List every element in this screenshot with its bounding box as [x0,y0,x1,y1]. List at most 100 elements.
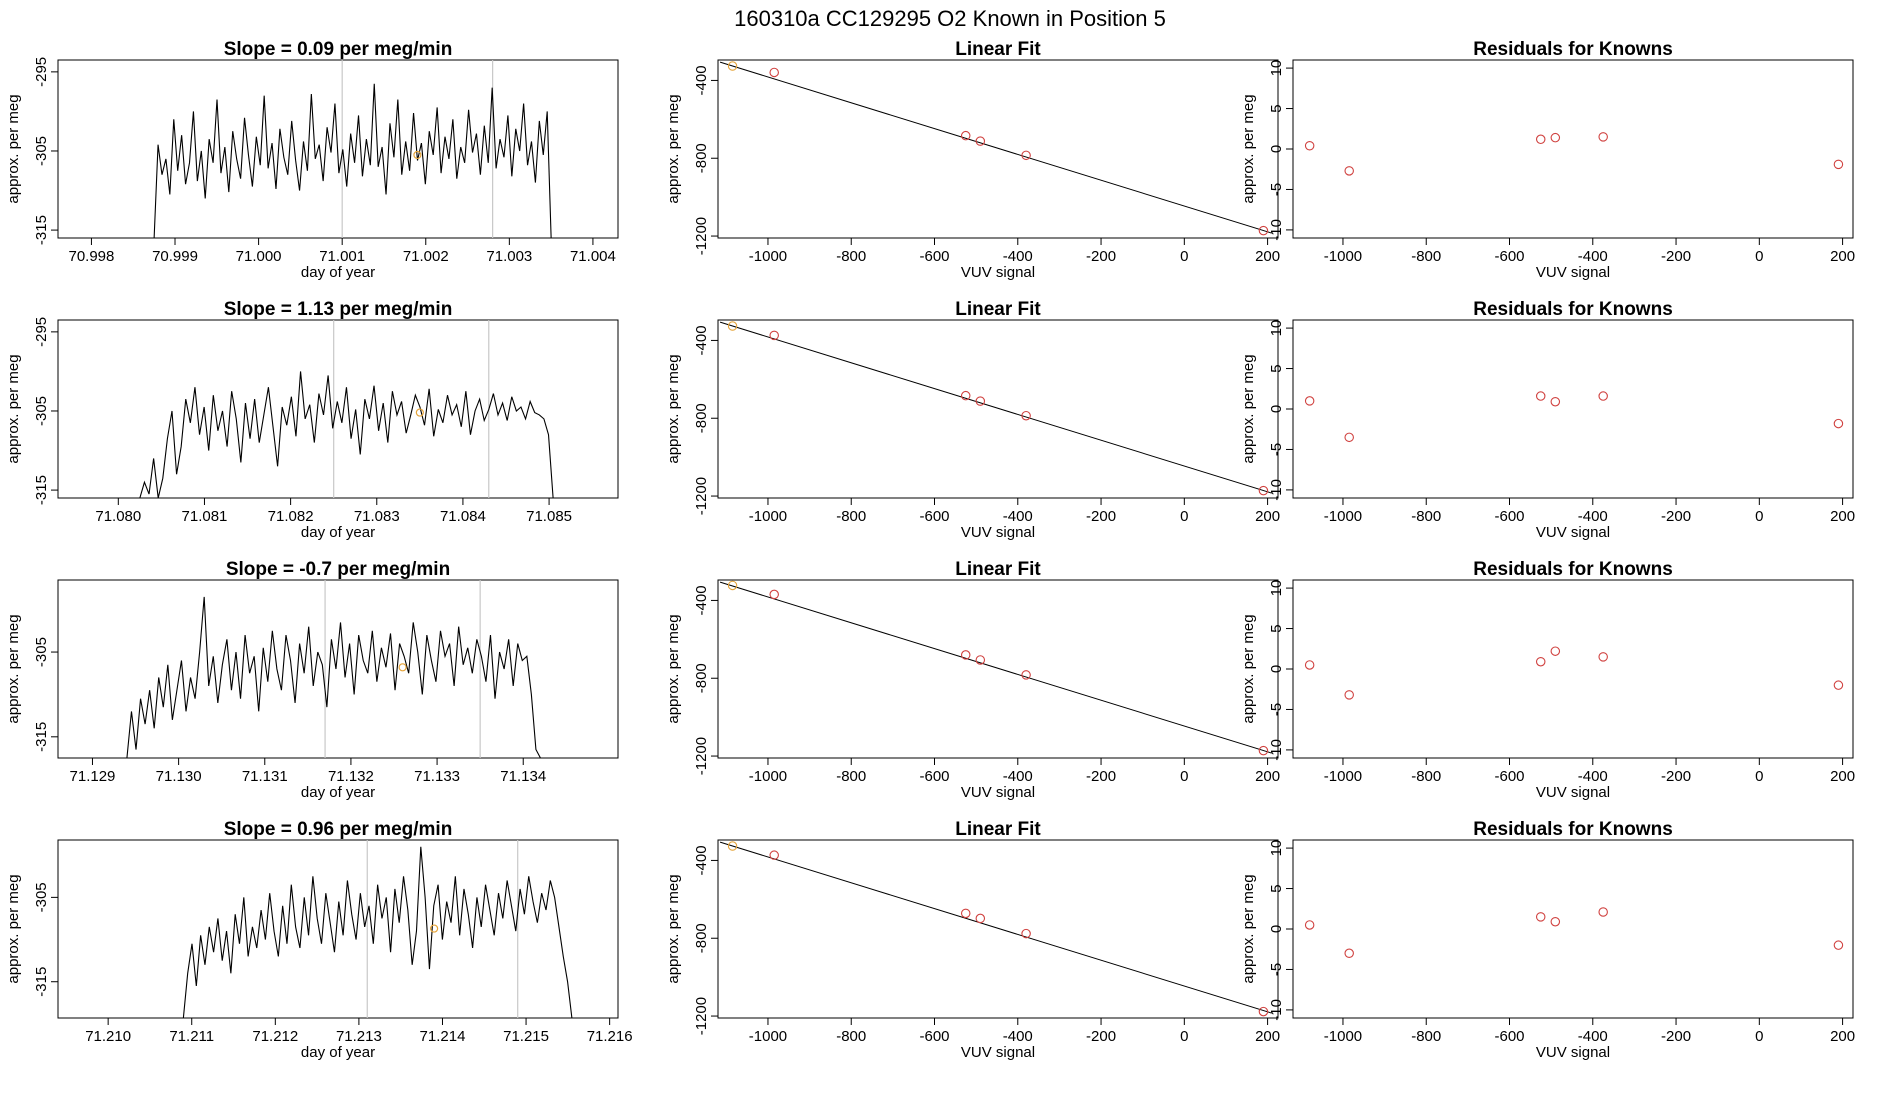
timeseries-1-x-tick-label: 70.998 [68,248,114,265]
residual-point [1304,920,1315,930]
residuals-2-y-tick-label: 0 [1268,405,1285,413]
residuals-4-x-axis-label: VUV signal [1536,1044,1610,1061]
fit-point [975,913,986,924]
fit-point [1021,928,1031,939]
timeseries-3-x-tick-label: 71.131 [242,768,288,785]
highlight-point [413,150,422,160]
linear-fit-1-y-tick-label: -1200 [693,217,710,255]
timeseries-3-y-axis-label: approx. per meg [5,614,22,723]
fit-point [1258,745,1269,756]
residuals-4-x-tick-label: -200 [1661,1028,1691,1045]
timeseries-2-x-tick-label: 71.081 [182,508,228,525]
linear-fit-1-panel: Linear Fit -1000 -800 -600 -400 -200 0 200 -1200… [665,39,1280,281]
linear-fit-4-y-axis-label: approx. per meg [665,874,682,983]
timeseries-4-y-axis-label: approx. per meg [5,874,22,983]
residuals-4-y-tick-label: 0 [1268,925,1285,933]
timeseries-3-plot-frame [57,579,619,759]
linear-fit-1-x-tick-label: 0 [1180,248,1188,265]
fit-point [975,396,986,406]
linear-fit-2-y-tick-label: -800 [693,403,710,433]
residuals-2-title: Residuals for Knowns [1473,299,1673,320]
fit-point [769,850,779,860]
residuals-1-x-tick-label: -800 [1411,248,1441,265]
linear-fit-3-x-tick-label: -200 [1086,768,1116,785]
residual-point [1550,132,1561,143]
timeseries-1-plot-frame [57,59,619,239]
residuals-1-x-axis-label: VUV signal [1536,264,1610,281]
residuals-1-y-tick-label: 0 [1268,145,1285,153]
timeseries-3-x-tick-label: 71.130 [156,768,202,785]
fit-point [960,908,971,919]
residuals-4-y-tick-label: 10 [1268,840,1285,857]
linear-fit-3-panel: Linear Fit -1000 -800 -600 -400 -200 0 200 -1200… [665,559,1280,801]
residual-point [1598,132,1608,142]
linear-fit-1-x-tick-label: -1000 [749,248,787,265]
linear-fit-3-x-tick-label: -400 [1003,768,1033,785]
residuals-2-panel: Residuals for Knowns-1000 -800 -600 -400 -20… [1240,299,1855,541]
timeseries-3-panel: Slope = -0.7 per meg/min 71.129 71.130 71.1… [5,559,619,801]
timeseries-2-plot-frame [57,319,619,499]
residuals-3-x-tick-label: -400 [1578,768,1608,785]
residuals-2-y-tick-label: -10 [1268,479,1285,501]
figure-title: 160310a CC129295 O2 Known in Position 5 [734,6,1166,31]
fit-point [769,67,779,78]
timeseries-1-x-axis-label: day of year [301,264,375,281]
timeseries-1-x-tick-label: 71.001 [319,248,365,265]
residuals-2-x-tick-label: 200 [1830,508,1855,525]
timeseries-4-x-tick-label: 71.214 [420,1028,466,1045]
timeseries-1-x-tick-label: 71.003 [486,248,532,265]
residual-point [1535,391,1546,401]
fit-point [1258,225,1269,236]
timeseries-2-x-tick-label: 71.083 [354,508,400,525]
timeseries-4-title: Slope = 0.96 per meg/min [224,819,453,840]
timeseries-4-y-tick-label: -315 [33,967,50,997]
fit-point [1021,410,1031,421]
fit-line [719,841,1272,1014]
fit-point [769,330,779,341]
linear-fit-1-y-axis-label: approx. per meg [665,94,682,203]
fit-point [727,841,738,851]
linear-fit-4-x-axis-label: VUV signal [961,1044,1035,1061]
residuals-4-panel: Residuals for Knowns-1000 -800 -600 -400 -20… [1240,819,1855,1061]
residual-point [1598,391,1608,401]
linear-fit-3-x-tick-label: -1000 [749,768,787,785]
residuals-1-y-tick-label: 5 [1268,104,1285,112]
linear-fit-4-x-tick-label: -200 [1086,1028,1116,1045]
residual-point [1344,690,1354,700]
linear-fit-4-y-tick-label: -400 [693,845,710,875]
fit-point [960,650,971,660]
timeseries-1-y-tick-label: -315 [33,215,50,245]
residuals-2-y-tick-label: 10 [1268,320,1285,337]
panels-grid: Slope = 0.09 per meg/min 70.998 70.999 71.0… [5,39,1855,1061]
linear-fit-4-x-tick-label: 200 [1255,1028,1280,1045]
linear-fit-2-panel: Linear Fit -1000 -800 -600 -400 -200 0 200 -1200… [665,299,1280,541]
residual-point [1550,396,1561,407]
timeseries-3-x-tick-label: 71.134 [500,768,546,785]
residuals-3-x-tick-label: -1000 [1324,768,1362,785]
residuals-3-title: Residuals for Knowns [1473,559,1673,580]
linear-fit-1-x-tick-label: -800 [836,248,866,265]
residuals-1-x-tick-label: -200 [1661,248,1691,265]
residual-point [1344,948,1354,959]
residuals-3-x-axis-label: VUV signal [1536,784,1610,801]
timeseries-3-title: Slope = -0.7 per meg/min [226,559,450,580]
linear-fit-3-x-tick-label: -600 [919,768,949,785]
linear-fit-3-x-tick-label: -800 [836,768,866,785]
residuals-2-x-tick-label: -400 [1578,508,1608,525]
residuals-4-y-tick-label: -5 [1268,963,1285,976]
linear-fit-1-x-tick-label: -200 [1086,248,1116,265]
timeseries-2-x-tick-label: 71.084 [440,508,486,525]
timeseries-4-x-tick-label: 71.215 [503,1028,549,1045]
fit-point [1021,150,1031,161]
residual-point [1833,940,1844,950]
linear-fit-4-panel: Linear Fit -1000 -800 -600 -400 -200 0 200 -1200… [665,819,1280,1061]
timeseries-2-x-axis-label: day of year [301,524,375,541]
linear-fit-2-y-tick-label: -1200 [693,477,710,515]
residuals-3-x-tick-label: 0 [1755,768,1763,785]
residuals-1-y-tick-label: 10 [1268,60,1285,77]
timeseries-4-y-tick-label: -305 [33,882,50,912]
linear-fit-2-y-tick-label: -400 [693,325,710,355]
fit-point [727,580,738,591]
residuals-1-panel: Residuals for Knowns-1000 -800 -600 -400 -20… [1240,39,1855,281]
